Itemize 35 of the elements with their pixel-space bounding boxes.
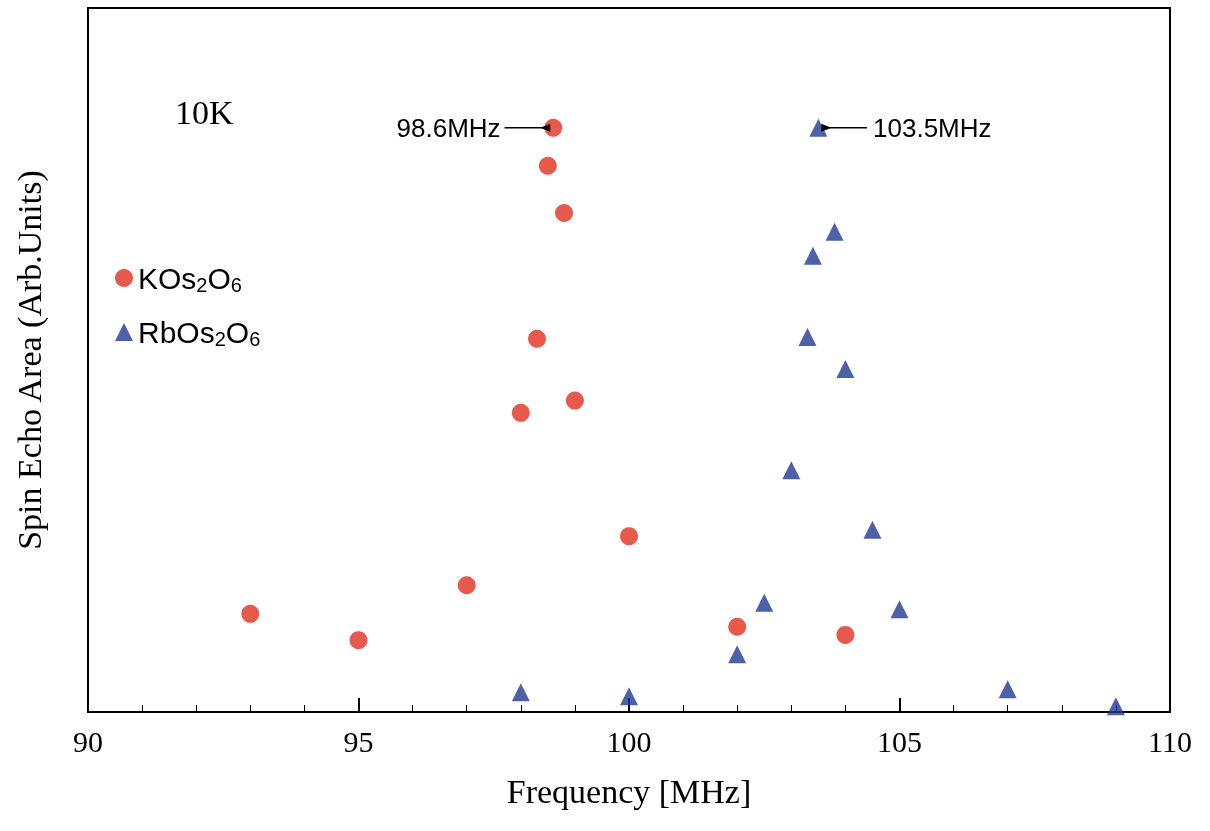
- x-tick-label: 100: [606, 724, 652, 758]
- point: [241, 604, 260, 623]
- point: [620, 527, 638, 546]
- x-tick-label: 90: [73, 724, 103, 758]
- point: [825, 222, 844, 241]
- point: [809, 118, 828, 137]
- annotation: 98.6MHz: [396, 112, 501, 144]
- point: [555, 204, 574, 223]
- point: [803, 246, 822, 265]
- x-tick-label: 110: [1148, 724, 1192, 758]
- point: [755, 593, 774, 612]
- x-axis-title: Frequency [MHz]: [506, 772, 752, 810]
- point: [863, 520, 882, 539]
- point: [538, 156, 557, 175]
- point: [528, 329, 547, 348]
- point: [998, 680, 1017, 699]
- annotation: 103.5MHz: [873, 112, 992, 144]
- point: [457, 576, 476, 595]
- point: [782, 461, 801, 480]
- annotation: 10K: [175, 93, 234, 131]
- point: [511, 403, 530, 422]
- x-tick-label: 95: [343, 724, 374, 758]
- point: [890, 600, 909, 619]
- point: [565, 391, 584, 410]
- point: [836, 625, 855, 644]
- point: [728, 645, 747, 664]
- point: [620, 687, 638, 706]
- point: [1106, 697, 1125, 716]
- x-tick-label: 105: [877, 724, 922, 758]
- point: [798, 327, 817, 346]
- point: [836, 360, 855, 379]
- point: [728, 617, 747, 636]
- point: [511, 683, 530, 702]
- y-axis-title: Spin Echo Area (Arb.Units): [11, 170, 49, 550]
- point: [349, 631, 368, 650]
